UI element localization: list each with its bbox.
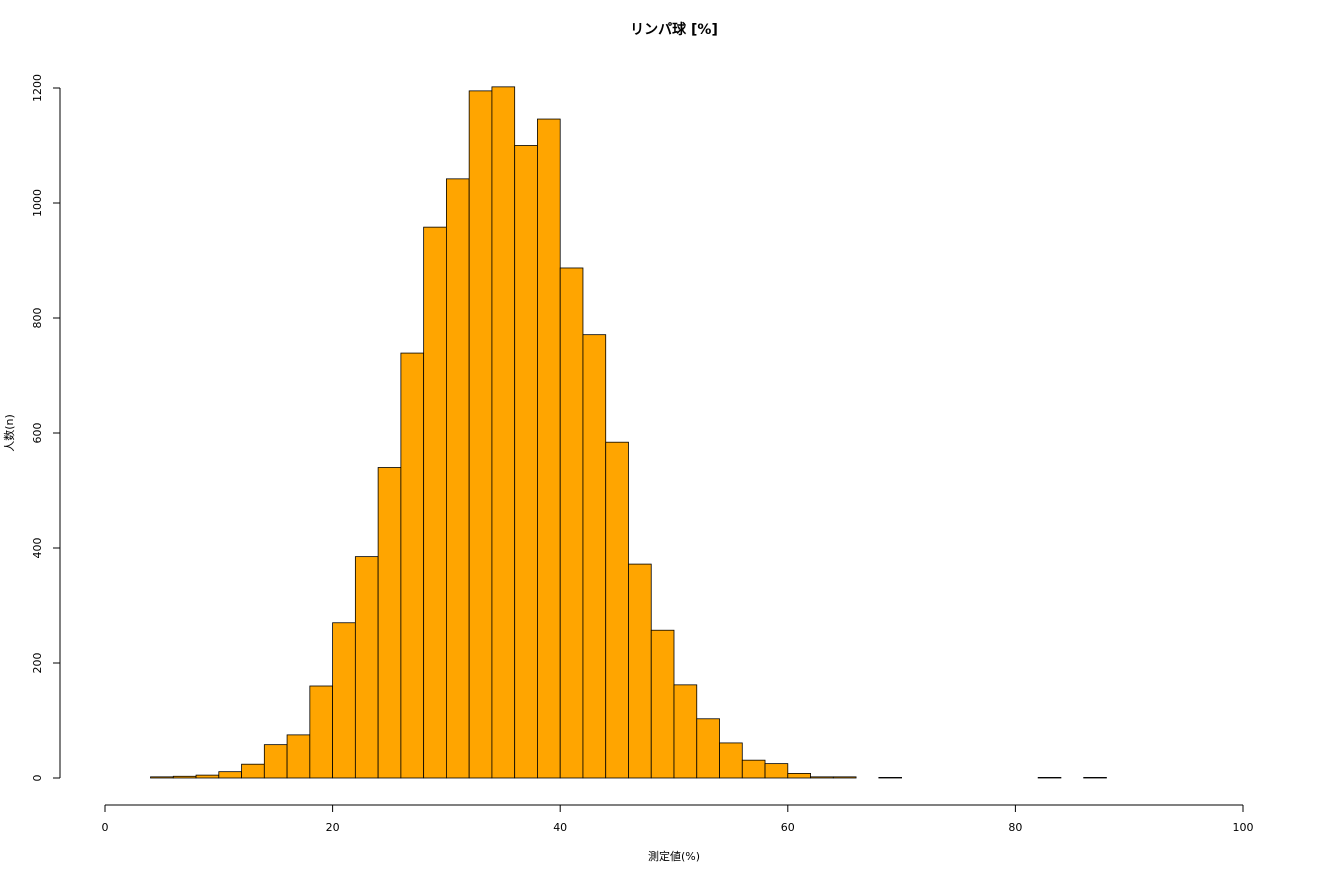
bar xyxy=(514,145,538,779)
y-tick-label: 0 xyxy=(31,775,44,782)
bar xyxy=(787,773,811,779)
bar xyxy=(559,267,584,779)
bar xyxy=(878,777,903,779)
y-axis-label: 人数(n) xyxy=(3,414,16,452)
x-tick-label: 40 xyxy=(553,821,567,834)
bar xyxy=(172,775,197,779)
bar xyxy=(309,685,333,779)
x-tick-label: 80 xyxy=(1008,821,1022,834)
chart-title: リンパ球 [%] xyxy=(630,21,718,38)
bar xyxy=(1083,777,1107,779)
bar xyxy=(832,776,857,779)
bar xyxy=(1037,777,1062,779)
bar xyxy=(537,118,561,779)
bar xyxy=(491,86,516,779)
bar xyxy=(423,226,447,779)
bar xyxy=(468,90,493,779)
y-tick-label: 400 xyxy=(31,538,44,559)
x-tick-label: 60 xyxy=(781,821,795,834)
bar xyxy=(445,178,470,779)
y-tick-label: 600 xyxy=(31,423,44,444)
bar xyxy=(582,334,607,779)
bar xyxy=(354,556,379,779)
bar xyxy=(673,684,698,779)
y-tick-label: 1200 xyxy=(31,74,44,102)
bar xyxy=(741,759,766,779)
x-axis-label: 測定値(%) xyxy=(648,849,700,863)
bar xyxy=(286,734,311,779)
bar xyxy=(719,742,743,779)
bar xyxy=(764,763,789,779)
bar xyxy=(195,774,220,779)
bar xyxy=(650,629,675,779)
bar xyxy=(377,467,402,779)
bar xyxy=(241,763,265,779)
y-tick-label: 1000 xyxy=(31,189,44,217)
bar xyxy=(400,352,425,779)
bar xyxy=(628,563,652,779)
x-tick-label: 0 xyxy=(102,821,109,834)
bar xyxy=(332,622,356,779)
bar xyxy=(696,718,720,779)
bar xyxy=(263,744,288,779)
x-tick-label: 20 xyxy=(326,821,340,834)
y-tick-label: 800 xyxy=(31,308,44,329)
x-tick-label: 100 xyxy=(1233,821,1254,834)
bar xyxy=(218,771,242,779)
bar xyxy=(150,776,174,779)
y-tick-label: 200 xyxy=(31,653,44,674)
bar xyxy=(605,441,629,779)
bar xyxy=(810,776,834,779)
